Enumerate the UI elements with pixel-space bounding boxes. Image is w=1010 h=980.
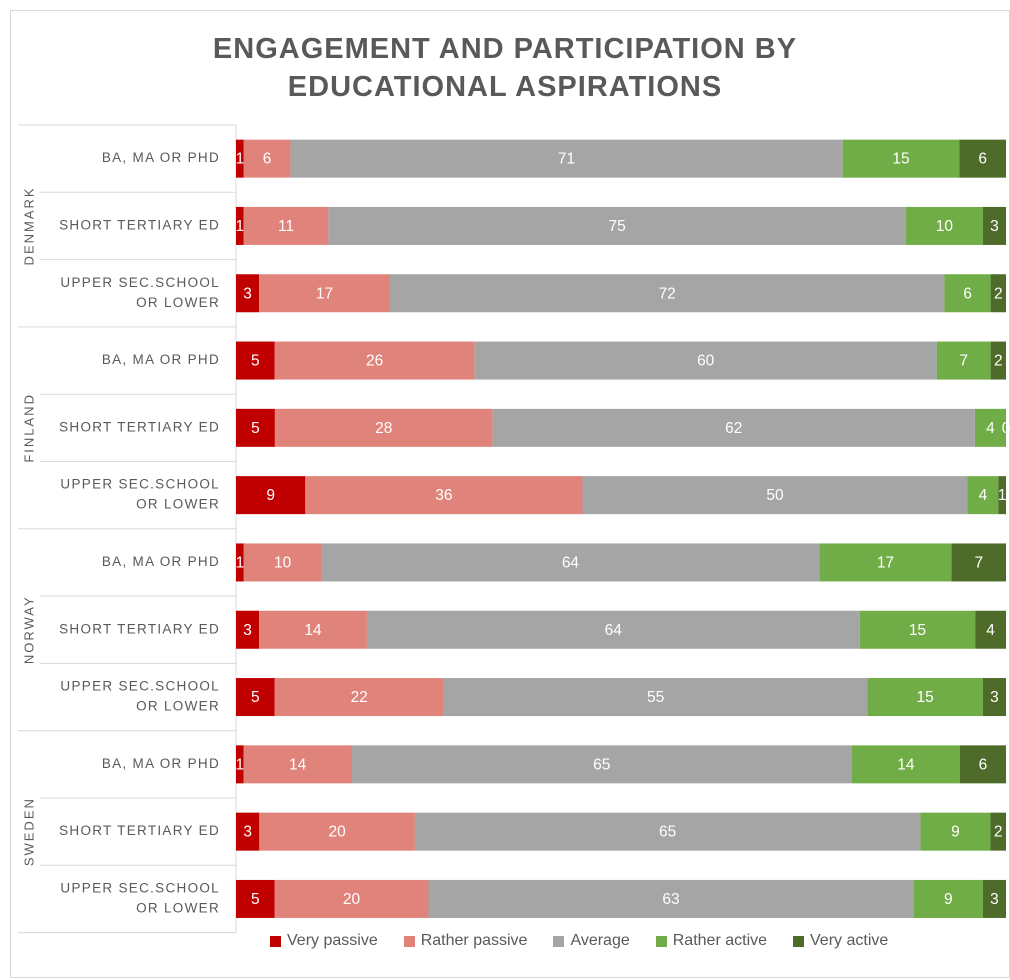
data-label: 2 <box>994 285 1003 302</box>
data-label: 5 <box>251 353 260 370</box>
data-label: 10 <box>274 555 292 572</box>
data-label: 6 <box>263 151 272 168</box>
legend-label: Average <box>570 932 629 950</box>
legend-label: Very active <box>810 932 888 950</box>
legend-label: Rather passive <box>421 932 528 950</box>
data-label: 26 <box>366 353 383 370</box>
data-label: 3 <box>243 622 252 639</box>
data-label: 3 <box>990 218 999 235</box>
data-label: 50 <box>766 487 784 504</box>
data-label: 72 <box>659 285 676 302</box>
legend-swatch <box>404 936 415 947</box>
category-label: UPPER SEC.SCHOOL <box>60 881 220 896</box>
category-label: SHORT TERTIARY ED <box>59 419 220 434</box>
data-label: 36 <box>435 487 452 504</box>
data-label: 20 <box>328 824 346 841</box>
data-label: 14 <box>289 756 307 773</box>
legend-item: Very active <box>793 932 888 950</box>
data-label: 17 <box>316 285 333 302</box>
legend-item: Very passive <box>270 932 378 950</box>
data-label: 14 <box>304 622 322 639</box>
data-label: 6 <box>963 285 972 302</box>
data-label: 1 <box>236 555 245 572</box>
data-label: 14 <box>897 756 915 773</box>
data-label: 65 <box>593 756 610 773</box>
group-label: NORWAY <box>21 595 36 664</box>
category-label: BA, MA OR PHD <box>102 756 220 771</box>
category-label: UPPER SEC.SCHOOL <box>60 477 220 492</box>
data-label: 10 <box>936 218 954 235</box>
legend-swatch <box>793 936 804 947</box>
category-label: SHORT TERTIARY ED <box>59 621 220 636</box>
data-label: 5 <box>251 420 260 437</box>
group-label: SWEDEN <box>21 797 36 866</box>
category-label: BA, MA OR PHD <box>102 150 220 165</box>
data-label: 22 <box>351 689 368 706</box>
data-label: 3 <box>990 689 999 706</box>
data-label: 7 <box>974 555 983 572</box>
data-label: 11 <box>278 218 294 235</box>
data-label: 4 <box>986 420 995 437</box>
category-label: SHORT TERTIARY ED <box>59 823 220 838</box>
legend-item: Rather active <box>656 932 767 950</box>
legend-label: Very passive <box>287 932 378 950</box>
data-label: 75 <box>609 218 626 235</box>
data-label: 9 <box>951 824 960 841</box>
category-label: OR LOWER <box>136 295 220 310</box>
data-label: 3 <box>990 891 999 908</box>
category-label: UPPER SEC.SCHOOL <box>60 679 220 694</box>
data-label: 2 <box>994 353 1003 370</box>
data-label: 63 <box>662 891 679 908</box>
legend-label: Rather active <box>673 932 767 950</box>
data-label: 1 <box>236 756 245 773</box>
data-label: 60 <box>697 353 715 370</box>
data-label: 6 <box>979 756 988 773</box>
data-label: 6 <box>978 151 987 168</box>
data-label: 55 <box>647 689 664 706</box>
data-label: 20 <box>343 891 361 908</box>
legend-item: Rather passive <box>404 932 528 950</box>
data-label: 1 <box>236 151 245 168</box>
category-label: SHORT TERTIARY ED <box>59 218 220 233</box>
data-label: 62 <box>725 420 742 437</box>
category-label: OR LOWER <box>136 497 220 512</box>
data-label: 15 <box>917 689 934 706</box>
data-label: 9 <box>944 891 953 908</box>
category-label: OR LOWER <box>136 901 220 916</box>
data-label: 64 <box>562 555 580 572</box>
data-label: 3 <box>243 824 252 841</box>
data-label: 5 <box>251 689 260 706</box>
data-label: 5 <box>251 891 260 908</box>
data-label: 7 <box>959 353 968 370</box>
data-label: 1 <box>236 218 245 235</box>
chart-legend: Very passive Rather passive Average Rather … <box>270 928 970 954</box>
category-label: OR LOWER <box>136 699 220 714</box>
data-label: 4 <box>986 622 995 639</box>
legend-item: Average <box>553 932 629 950</box>
data-label: 65 <box>659 824 676 841</box>
group-label: FINLAND <box>21 393 36 463</box>
data-label: 15 <box>909 622 926 639</box>
group-label: DENMARK <box>21 186 36 265</box>
data-label: 17 <box>877 555 894 572</box>
legend-swatch <box>656 936 667 947</box>
data-label: 2 <box>994 824 1003 841</box>
legend-swatch <box>553 936 564 947</box>
data-label: 71 <box>558 151 575 168</box>
category-label: BA, MA OR PHD <box>102 352 220 367</box>
data-label: 28 <box>375 420 392 437</box>
category-label: BA, MA OR PHD <box>102 554 220 569</box>
data-label: 15 <box>892 151 909 168</box>
category-label: UPPER SEC.SCHOOL <box>60 275 220 290</box>
data-label: 64 <box>605 622 623 639</box>
data-label: 4 <box>979 487 988 504</box>
data-label: 0 <box>1002 420 1010 437</box>
data-label: 9 <box>266 487 275 504</box>
legend-swatch <box>270 936 281 947</box>
data-label: 3 <box>243 285 252 302</box>
data-label: 1 <box>998 487 1007 504</box>
